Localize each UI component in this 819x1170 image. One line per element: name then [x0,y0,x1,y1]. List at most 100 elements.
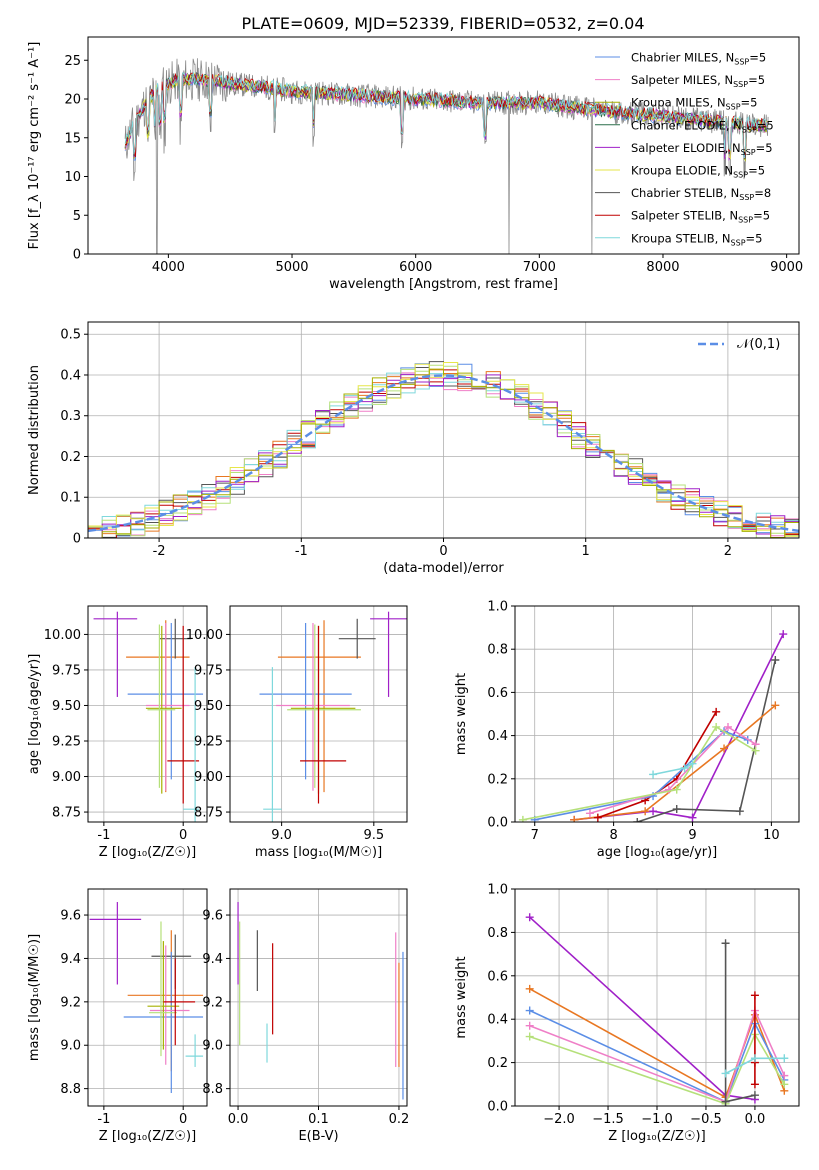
x-tick-label: 0.2 [389,1112,410,1127]
mass-weight-marker [525,1006,534,1015]
mass_weight_vs_age-plot-area [518,630,788,822]
mass_vs_ebv-xlabel: E(B-V) [298,1129,338,1144]
mass-weight-marker [518,815,527,822]
legend-entry: Chabrier MILES, NSSP=5 [631,51,766,67]
x-tick-label: 9.0 [271,828,292,843]
y-tick-label: 10.00 [44,628,81,643]
y-tick-label: 9.6 [202,909,223,924]
x-tick-label: -2 [153,544,166,559]
y-tick-label: 1.0 [487,883,508,898]
legend-entry: Salpeter MILES, NSSP=5 [631,73,765,89]
mass_weight_vs_age-ylabel: mass weight [454,673,469,755]
mass-weight-line [637,659,777,822]
mass-weight-marker [779,630,788,639]
x-tick-label: 0.0 [228,1112,249,1127]
x-tick-label: −2.0 [543,1112,575,1127]
legend-entry: 𝒩(0,1) [737,337,780,352]
age_vs_mass-xlabel: mass [log₁₀(M/M☉)] [255,845,382,860]
spectrum-model-line [125,72,768,158]
residual-histogram [88,373,799,538]
spectrum-model-line [124,71,768,158]
x-tick-label: 0 [439,544,447,559]
mass-weight-marker [712,722,721,731]
x-tick-label: 0 [179,1112,187,1127]
mass-weight-marker [664,785,673,794]
y-tick-label: 9.4 [202,952,223,967]
residuals-ylabel: Normed distribution [27,365,42,495]
y-tick-label: 9.0 [202,1039,223,1054]
spectrum-xlabel: wavelength [Angstrom, rest frame] [329,277,558,292]
mass-weight-line [522,725,757,821]
spectrum-frame [87,36,800,255]
mass-weight-marker [750,991,759,1000]
y-tick-label: 0.3 [60,409,81,424]
y-tick-label: 0.8 [487,643,508,658]
mass-weight-marker [570,815,579,822]
spectrum-axes: 4000 5000 6000 7000 8000 9000 0 5 10 15 20 25 wavele… [27,36,803,292]
mass-weight-marker [771,701,780,710]
x-tick-label: 7 [531,828,539,843]
y-tick-label: 0.5 [60,328,81,343]
age_vs_mass-frame [229,605,408,823]
y-tick-label: 0 [73,248,81,263]
y-tick-label: 9.50 [194,699,223,714]
mass_vs_Z-plot-area [89,902,204,1093]
y-tick-label: 0.0 [487,816,508,831]
mass-weight-marker [780,1054,789,1063]
x-tick-label: -1 [97,828,110,843]
age_vs_mass-axes: 9.0 9.5 8.75 9.00 9.25 9.50 9.75 10.00 mass [log… [186,605,408,860]
y-tick-label: 8.75 [194,806,223,821]
mass-weight-marker [649,770,658,779]
mass_weight_vs_age-xlabel: age [log₁₀(age/yr)] [597,845,718,860]
mass-weight-marker [672,785,681,794]
spectrum-legend: Chabrier MILES, NSSP=5 Salpeter MILES, NS… [595,51,774,247]
legend-entry: Kroupa STELIB, NSSP=5 [631,231,762,247]
mass-weight-marker [688,759,697,768]
x-tick-label: −0.5 [690,1112,722,1127]
mass-weight-marker [720,744,729,753]
legend-entry: Kroupa ELODIE, NSSP=5 [631,164,765,180]
y-tick-label: 0.6 [487,969,508,984]
y-tick-label: 0.1 [60,491,81,506]
x-tick-label: 8000 [646,260,679,275]
y-tick-label: 9.6 [60,909,81,924]
figure-title: PLATE=0609, MJD=52339, FIBERID=0532, z=0… [241,14,644,33]
x-tick-label: −1.5 [592,1112,624,1127]
x-tick-label: 9000 [770,260,803,275]
x-tick-label: 0.1 [308,1112,329,1127]
y-tick-label: 8.8 [202,1082,223,1097]
x-tick-label: 1 [582,544,590,559]
mass-weight-marker [633,818,642,822]
y-tick-label: 0.4 [60,368,81,383]
mass-weight-marker [525,1032,534,1041]
x-tick-label: 10 [763,828,780,843]
y-tick-label: 9.25 [194,735,223,750]
legend-entry: Salpeter STELIB, NSSP=5 [631,209,770,225]
mass-weight-marker [750,1080,759,1089]
mass-weight-line [529,1032,785,1105]
residuals-plot-area [88,361,799,538]
y-tick-label: 0.4 [487,729,508,744]
mass-weight-line [574,704,776,821]
mass-weight-marker [721,1069,730,1078]
mass-weight-marker [649,807,658,816]
mass-weight-marker [688,813,697,822]
mass_vs_Z-ylabel: mass [log₁₀(M/M☉)] [27,934,42,1061]
x-tick-label: -1 [97,1112,110,1127]
y-tick-label: 9.75 [194,663,223,678]
x-tick-label: 5000 [275,260,308,275]
y-tick-label: 0.4 [487,1013,508,1028]
mass-weight-marker [680,764,689,772]
spectrum-ylabel: Flux [f_λ 10⁻¹⁷ erg cm⁻² s⁻¹ A⁻¹] [27,42,42,250]
y-tick-label: 0.0 [487,1100,508,1115]
mass-weight-marker [780,1071,789,1080]
mass-weight-marker [750,1054,759,1063]
x-tick-label: -1 [295,544,308,559]
y-tick-label: 20 [64,93,81,108]
y-tick-label: 15 [64,131,81,146]
mass-weight-marker [585,809,594,818]
mass-weight-marker [593,813,602,822]
spectrum-plot-area [124,58,769,254]
spectrum-data-line [124,58,769,254]
age_vs_Z-xlabel: Z [log₁₀(Z/Z☉)] [99,845,196,860]
